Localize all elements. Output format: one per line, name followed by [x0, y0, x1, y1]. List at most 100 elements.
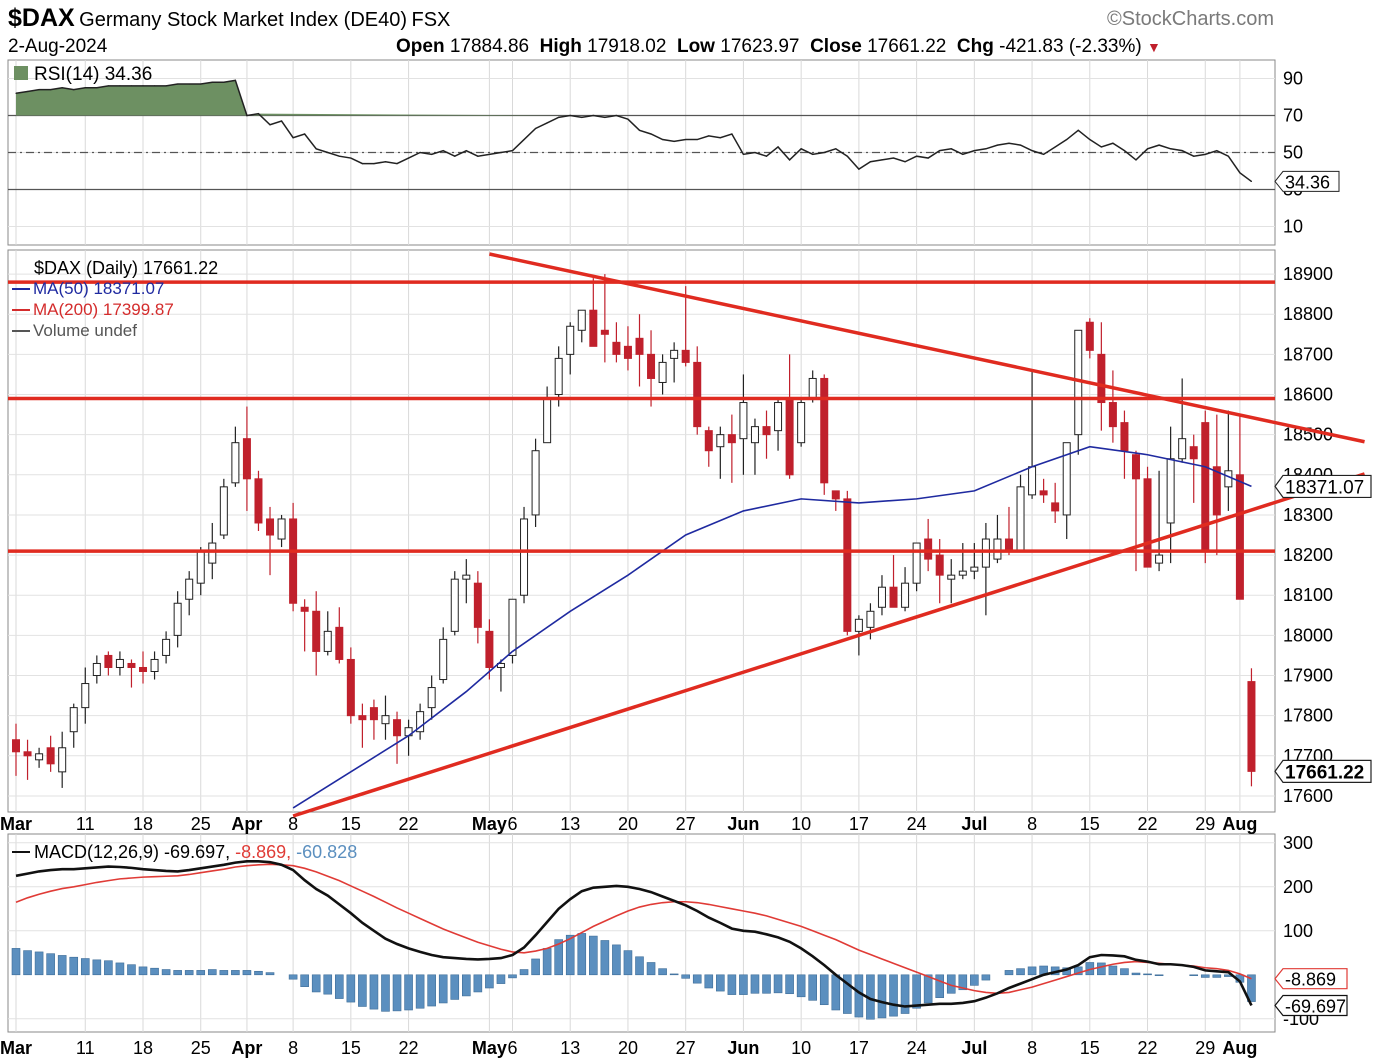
candle-body: [508, 598, 517, 656]
macd-histogram-bar: [704, 974, 714, 989]
price-panel-frame: [7, 249, 1276, 813]
macd-histogram-bar: [935, 974, 945, 998]
x-tick-label: 22: [399, 814, 419, 834]
macd-x-tick-label: 27: [676, 1038, 696, 1058]
price-y-tick-label: 17600: [1283, 786, 1333, 806]
rsi-point: [1204, 153, 1206, 155]
rsi-point: [1146, 148, 1149, 150]
rsi-point: [661, 138, 664, 141]
legend-entry: MA(200) 17399.87: [33, 300, 174, 319]
close-label: Close: [810, 36, 862, 57]
rsi-point: [1239, 172, 1241, 174]
candle-body: [877, 586, 886, 608]
price-y-tick-label: 17800: [1283, 706, 1333, 726]
candle-body: [716, 434, 725, 448]
macd-histogram-bar: [358, 974, 367, 1007]
macd-histogram-bar: [381, 974, 390, 1012]
candle-body: [1235, 474, 1244, 600]
rsi-point: [61, 87, 63, 89]
rsi-point: [119, 85, 121, 87]
x-tick-label: Aug: [1222, 814, 1257, 834]
macd-histogram-bar: [392, 974, 402, 1012]
candle-body: [12, 739, 20, 753]
signal-line: [15, 863, 1252, 995]
macd-label-part: MACD(12,26,9): [34, 842, 164, 862]
rsi-value-tag: [1274, 170, 1340, 192]
brand-logo[interactable]: ©StockCharts.com: [1107, 8, 1274, 31]
macd-histogram-bar: [692, 974, 702, 984]
macd-histogram-bar: [565, 934, 575, 976]
price-value-tag-text: 17661.22: [1285, 762, 1364, 783]
copyright-icon: ©: [1106, 8, 1122, 30]
candle-body: [981, 538, 990, 568]
candle-body: [912, 542, 921, 584]
rsi-point: [534, 127, 537, 130]
rsi-point: [269, 124, 271, 126]
candle-body: [1155, 554, 1164, 564]
macd-histogram-bar: [1247, 974, 1256, 1002]
x-tick-label: 24: [907, 814, 927, 834]
rsi-point: [1089, 138, 1091, 141]
macd-histogram-bar: [485, 974, 494, 989]
candle-body: [1143, 478, 1152, 568]
macd-histogram-bar: [34, 951, 44, 976]
chg-label: Chg: [956, 36, 994, 57]
rsi-point: [858, 168, 860, 170]
candle-body: [993, 538, 1002, 560]
rsi-point: [442, 150, 444, 152]
macd-histogram-bar: [369, 974, 379, 1010]
macd-histogram-bar: [819, 974, 829, 1006]
macd-label-part: -69.697,: [164, 842, 235, 862]
macd-x-tick-label: Jul: [961, 1038, 987, 1058]
rsi-point: [280, 120, 283, 122]
macd-histogram-bar: [173, 970, 182, 976]
macd-histogram-bar: [1189, 974, 1199, 976]
macd-panel-frame: [7, 833, 1276, 1033]
rsi-point: [1123, 150, 1126, 152]
rsi-value-tag-text: 34.36: [1285, 172, 1330, 192]
rsi-point: [1250, 180, 1253, 183]
macd-histogram-bar: [785, 974, 794, 995]
macd-histogram-bar: [23, 950, 32, 976]
macd-histogram-bar: [1154, 974, 1164, 976]
candle-body: [427, 687, 436, 709]
rsi-point: [315, 148, 317, 150]
rsi-point: [73, 89, 75, 91]
macd-histogram-bar: [508, 974, 517, 979]
candle-body: [1178, 438, 1187, 460]
rsi-point: [1043, 153, 1045, 155]
rsi-point: [130, 85, 133, 87]
candle-body: [889, 586, 898, 608]
rsi-point: [107, 85, 109, 87]
rsi-point: [800, 148, 802, 150]
macd-histogram-bar: [150, 967, 159, 976]
macd-histogram-bar: [877, 974, 887, 1019]
candle-body: [935, 554, 944, 576]
candle-body: [69, 707, 78, 733]
candle-body: [1212, 466, 1221, 516]
rsi-point: [384, 161, 387, 163]
x-tick-label: 11: [76, 814, 95, 834]
rsi-point: [327, 151, 329, 154]
macd-histogram-bar: [750, 974, 760, 994]
candle-body: [393, 719, 402, 737]
x-tick-label: 27: [676, 814, 696, 834]
rsi-point: [604, 116, 606, 118]
rsi-point: [26, 90, 29, 93]
rsi-point: [1019, 144, 1022, 146]
candle-body: [300, 606, 309, 612]
macd-histogram-bar: [981, 974, 991, 981]
macd-histogram-bar: [462, 974, 471, 997]
candle-body: [647, 353, 656, 379]
x-tick-label: 13: [560, 814, 580, 834]
candle-body: [46, 747, 55, 765]
macd-histogram-bar: [288, 974, 298, 980]
macd-histogram-bar: [1120, 968, 1129, 976]
rsi-point: [777, 146, 779, 148]
candle-body: [346, 658, 355, 717]
legend-entry: MA(50) 18371.07: [33, 279, 164, 298]
open-label: Open: [396, 36, 445, 57]
ma50-line: [292, 445, 1252, 809]
macd-histogram-bar: [450, 974, 460, 1000]
index-name: Germany Stock Market Index (DE40): [79, 9, 408, 31]
